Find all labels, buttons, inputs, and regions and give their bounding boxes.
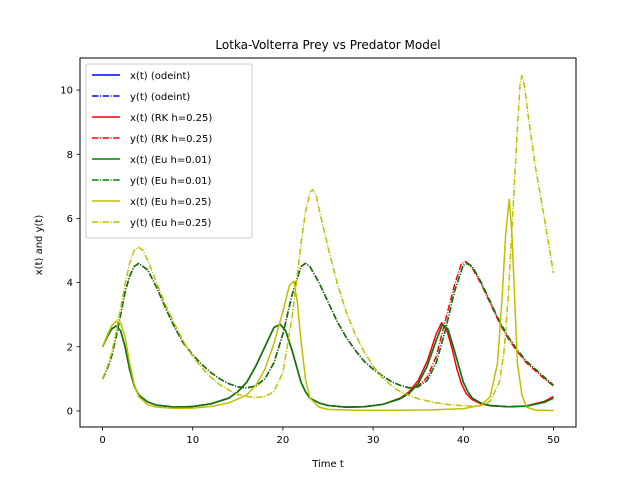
legend-label-3: y(t) (RK h=0.25)	[130, 134, 212, 145]
x-tick-label-3: 30	[367, 435, 380, 446]
y-tick-label-0: 0	[67, 406, 73, 417]
legend-box	[85, 63, 253, 239]
legend-label-1: y(t) (odeint)	[130, 92, 190, 103]
legend-label-5: y(t) (Eu h=0.01)	[130, 176, 212, 187]
x-tick-label-0: 0	[99, 435, 105, 446]
y-tick-label-3: 6	[67, 214, 73, 225]
x-tick-label-1: 10	[186, 435, 199, 446]
x-tick-label-5: 50	[547, 435, 560, 446]
axis-ticks: 0 10 20 30 40 50 0 2 4 6 8 10	[60, 86, 560, 446]
x-tick-label-2: 20	[277, 435, 290, 446]
y-axis-label: x(t) and y(t)	[34, 215, 45, 276]
series-line-4	[101, 323, 554, 408]
legend-label-4: x(t) (Eu h=0.01)	[130, 155, 212, 166]
x-tick-label-4: 40	[457, 435, 470, 446]
legend-label-2: x(t) (RK h=0.25)	[130, 113, 212, 124]
series-line-7	[101, 74, 555, 407]
y-tick-label-1: 2	[67, 342, 73, 353]
legend-label-6: x(t) (Eu h=0.25)	[130, 197, 212, 208]
series-line-6	[101, 198, 554, 412]
series-line-5	[101, 262, 554, 389]
x-axis-label: Time t	[311, 459, 344, 470]
y-tick-label-4: 8	[67, 150, 73, 161]
y-tick-label-5: 10	[60, 86, 73, 97]
legend-label-7: y(t) (Eu h=0.25)	[130, 218, 212, 229]
chart-title: Lotka-Volterra Prey vs Predator Model	[215, 38, 440, 52]
axes-frame	[79, 57, 577, 428]
y-tick-label-2: 4	[67, 278, 73, 289]
legend-label-0: x(t) (odeint)	[130, 71, 190, 82]
legend: x(t) (odeint) y(t) (odeint) x(t) (RK h=0.2…	[85, 63, 253, 239]
series-lines	[101, 74, 555, 412]
